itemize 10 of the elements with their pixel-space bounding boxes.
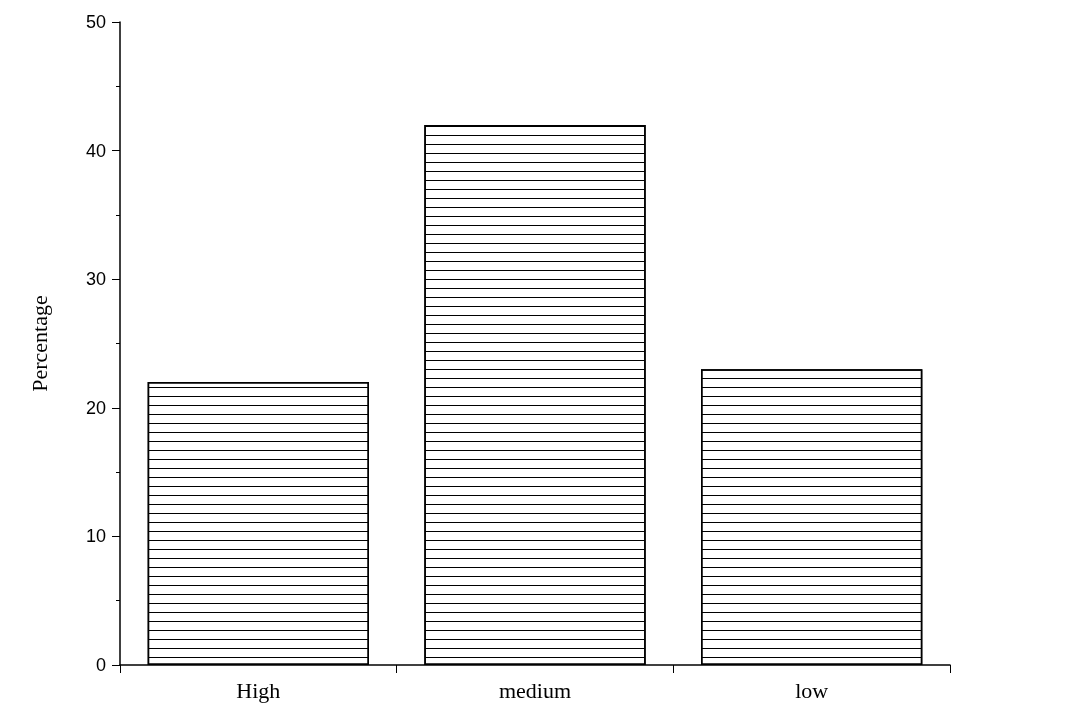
y-tick-label: 10	[85, 526, 106, 547]
y-tick-label: 20	[85, 397, 106, 418]
y-tick-label: 30	[85, 269, 106, 290]
y-tick-label: 0	[95, 655, 106, 675]
y-axis-title: Percentage	[26, 295, 52, 392]
x-tick-label: High	[236, 677, 281, 703]
y-tick-label: 50	[85, 12, 106, 32]
x-tick-label: medium	[498, 677, 572, 703]
y-tick-label: 40	[85, 140, 106, 161]
x-tick-label: low	[795, 677, 829, 703]
